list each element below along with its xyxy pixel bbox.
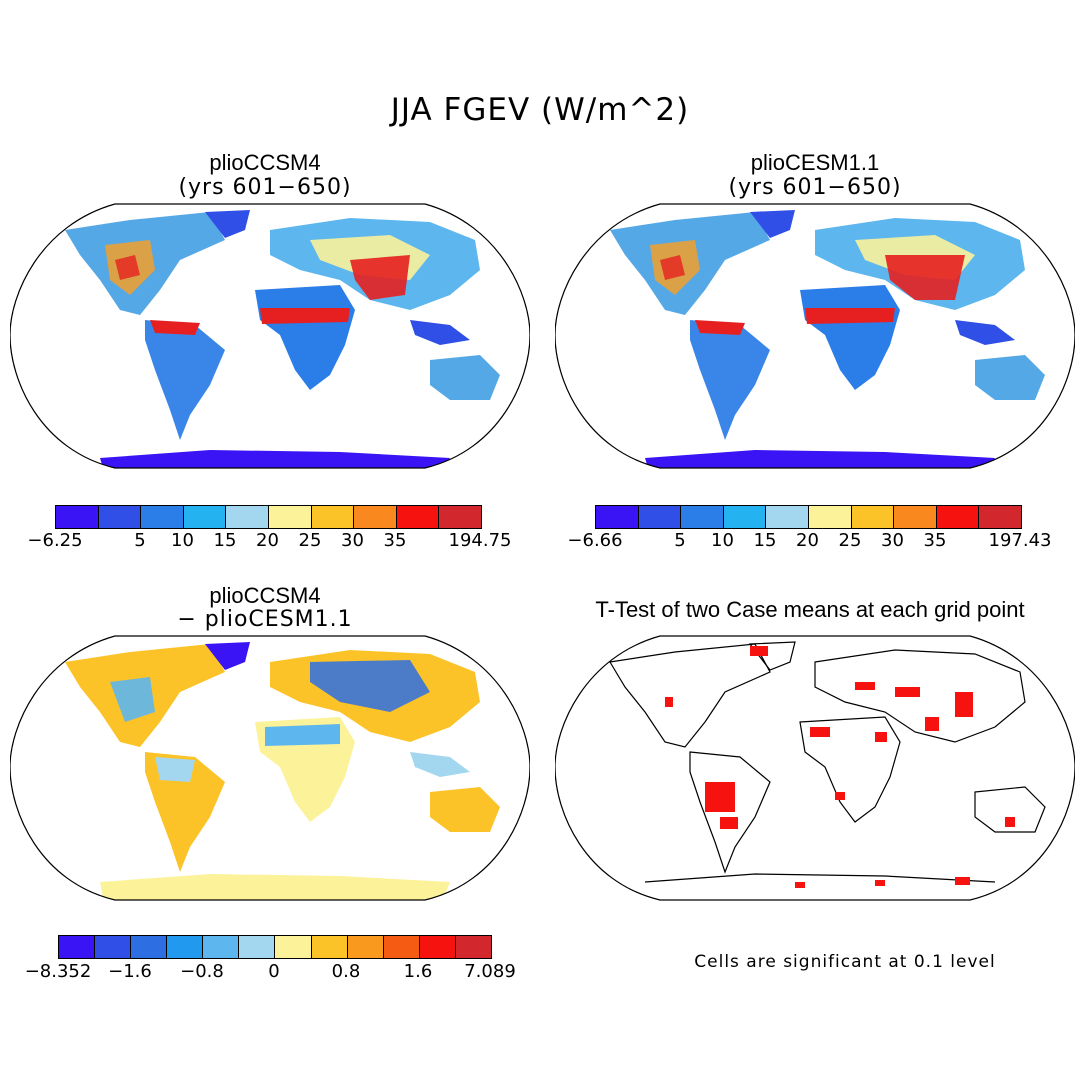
- significance-note: Cells are significant at 0.1 level: [694, 952, 996, 972]
- colorbar-swatch: [268, 506, 312, 528]
- colorbar-swatch: [275, 936, 312, 958]
- colorbar-tick-label: −1.6: [108, 961, 152, 982]
- panel1-title: plioCCSM4: [209, 150, 321, 175]
- colorbar-swatch: [183, 506, 227, 528]
- colorbar-swatch: [203, 936, 240, 958]
- panel2-map: [555, 203, 1075, 469]
- colorbar-tick-label: −6.66: [567, 530, 623, 551]
- colorbar-tick-label: 25: [838, 530, 862, 551]
- colorbar-tick-label: 0: [268, 961, 280, 982]
- south-america-region: [145, 320, 225, 440]
- australia-region: [430, 355, 500, 400]
- significant-cells: [665, 646, 1015, 888]
- colorbar-swatch: [808, 506, 852, 528]
- colorbar-swatch: [596, 506, 639, 528]
- colorbar-swatch: [56, 506, 99, 528]
- colorbar-tick-label: 30: [881, 530, 904, 551]
- panel3-map: [10, 635, 530, 901]
- colorbar-swatch: [226, 506, 269, 528]
- colorbar-tick-label: 35: [383, 530, 407, 551]
- colorbar-tick-label: 10: [711, 530, 734, 551]
- colorbar-swatch: [141, 506, 184, 528]
- colorbar-swatch: [439, 506, 481, 528]
- panel4-map: [555, 635, 1075, 901]
- colorbar-tick-label: 197.43: [988, 530, 1052, 551]
- panel3-title: plioCCSM4: [209, 583, 321, 608]
- colorbar-tick-label: −0.8: [180, 961, 224, 982]
- antarctica-region: [100, 450, 450, 468]
- colorbar-tick-label: 20: [796, 530, 819, 551]
- colorbar-swatch: [638, 506, 682, 528]
- colorbar-tick-label: 1.6: [403, 961, 433, 982]
- colorbar-tick-label: 15: [213, 530, 237, 551]
- colorbar-swatch: [354, 506, 397, 528]
- colorbar-swatch: [59, 936, 96, 958]
- colorbar-swatch: [347, 936, 384, 958]
- panel1-subtitle: (yrs 601−650): [178, 175, 352, 200]
- colorbar-swatch: [419, 936, 456, 958]
- colorbar-swatch: [723, 506, 767, 528]
- colorbar-swatch: [455, 936, 491, 958]
- colorbar-swatch: [383, 936, 420, 958]
- colorbar-swatch: [311, 506, 355, 528]
- colorbar-tick-label: 0.8: [331, 961, 361, 982]
- panel2-subtitle: (yrs 601−650): [728, 175, 902, 200]
- colorbar-swatch: [239, 936, 276, 958]
- colorbar-swatch: [95, 936, 132, 958]
- colorbar-tick-label: −6.25: [27, 530, 83, 551]
- colorbar-tick-label: 7.089: [464, 961, 516, 982]
- colorbar-swatch: [894, 506, 937, 528]
- colorbar-tick-label: 20: [256, 530, 279, 551]
- panel1-colorbar: [55, 505, 482, 529]
- colorbar-swatch: [979, 506, 1021, 528]
- panel2-colorbar: [595, 505, 1022, 529]
- panel3-subtitle: − plioCESM1.1: [177, 607, 353, 632]
- panel2-title: plioCESM1.1: [750, 150, 880, 175]
- colorbar-tick-label: 35: [923, 530, 947, 551]
- colorbar-swatch: [131, 936, 168, 958]
- colorbar-swatch: [681, 506, 724, 528]
- colorbar-swatch: [167, 936, 204, 958]
- figure-title: JJA FGEV (W/m^2): [390, 92, 690, 128]
- panel4-title: T-Test of two Case means at each grid po…: [595, 597, 1025, 622]
- colorbar-swatch: [851, 506, 895, 528]
- colorbar-swatch: [396, 506, 440, 528]
- colorbar-tick-label: 25: [298, 530, 322, 551]
- panel3-colorbar: [58, 935, 492, 959]
- colorbar-tick-label: −8.352: [24, 961, 92, 982]
- colorbar-swatch: [98, 506, 142, 528]
- colorbar-tick-label: 15: [753, 530, 777, 551]
- colorbar-tick-label: 194.75: [448, 530, 512, 551]
- colorbar-tick-label: 5: [674, 530, 686, 551]
- colorbar-tick-label: 5: [134, 530, 146, 551]
- colorbar-swatch: [311, 936, 348, 958]
- colorbar-swatch: [936, 506, 980, 528]
- panel1-map: [10, 203, 530, 469]
- colorbar-swatch: [766, 506, 809, 528]
- colorbar-tick-label: 30: [341, 530, 364, 551]
- colorbar-tick-label: 10: [171, 530, 194, 551]
